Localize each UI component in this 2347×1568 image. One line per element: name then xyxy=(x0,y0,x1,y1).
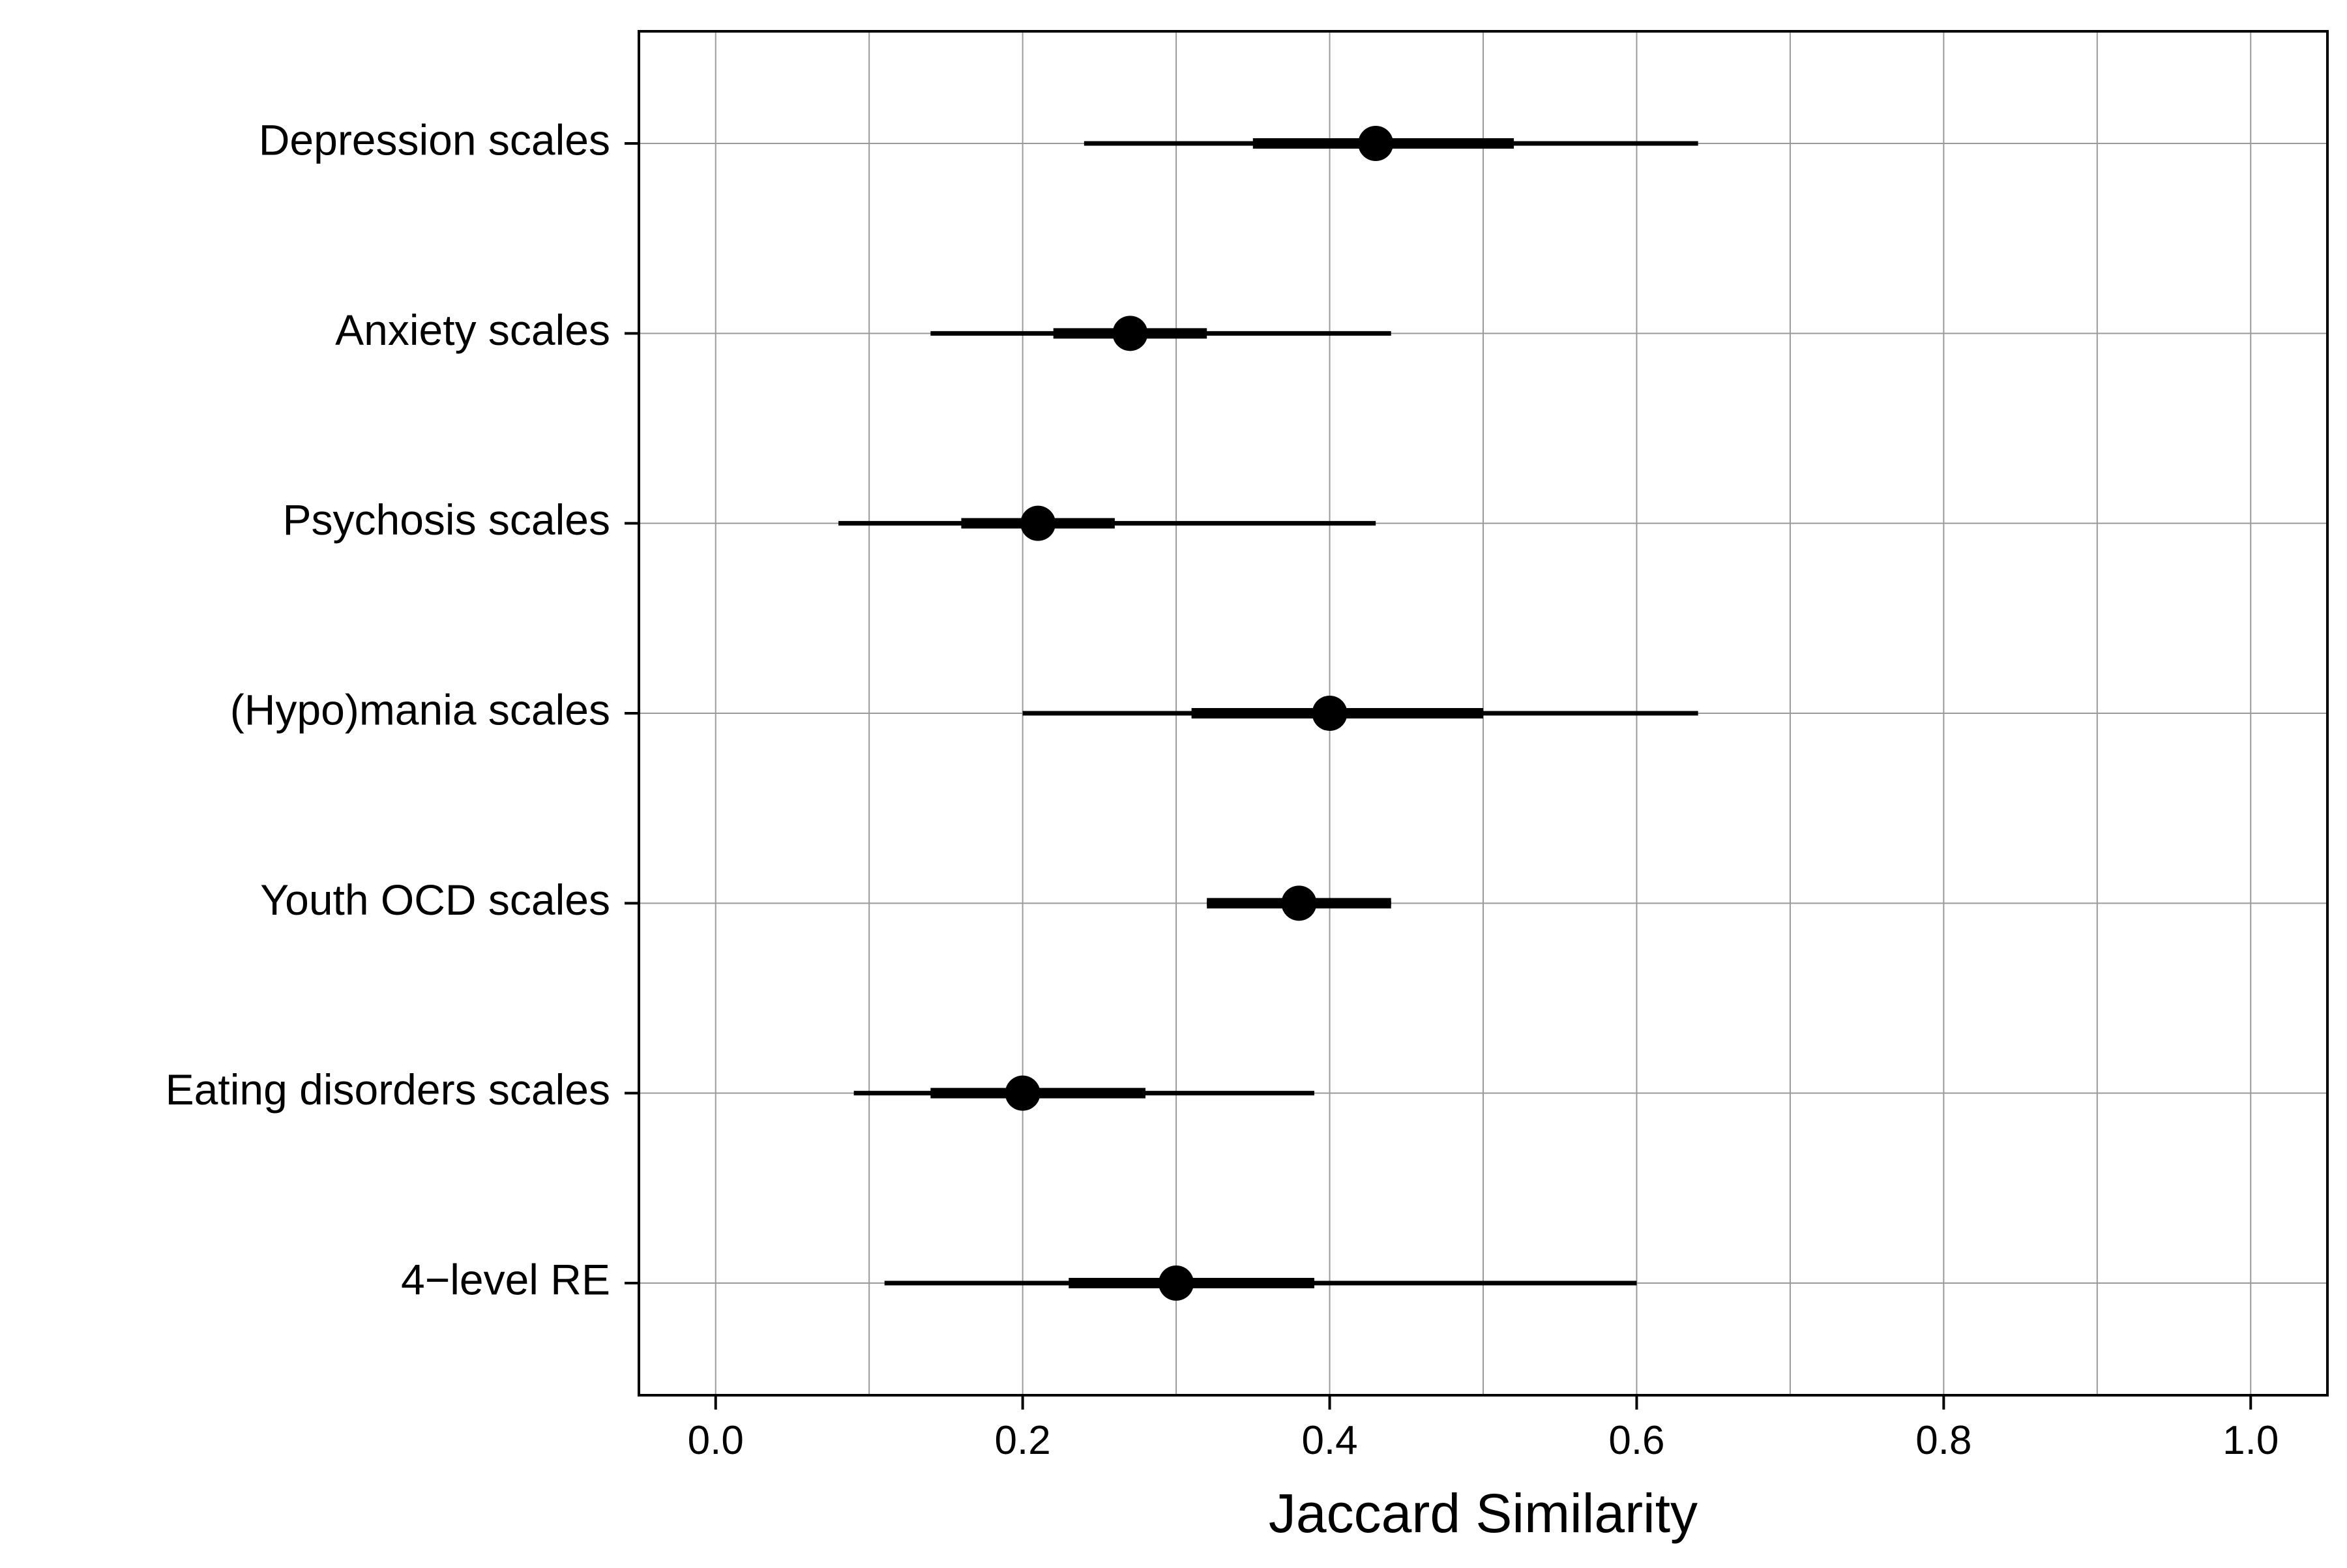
point-estimate xyxy=(1020,505,1056,541)
category-label: (Hypo)mania scales xyxy=(230,685,610,733)
point-estimate xyxy=(1159,1265,1194,1301)
category-label: Anxiety scales xyxy=(335,306,610,354)
category-label: Eating disorders scales xyxy=(166,1065,610,1114)
category-label: 4−level RE xyxy=(401,1255,610,1303)
point-estimate xyxy=(1281,885,1317,921)
category-label: Psychosis scales xyxy=(282,496,610,544)
point-estimate xyxy=(1312,696,1348,731)
axes: Depression scales Anxiety scales Psychosis… xyxy=(166,115,2279,1463)
x-tick-label: 1.0 xyxy=(2222,1418,2279,1463)
point-estimate xyxy=(1005,1075,1041,1111)
category-label: Youth OCD scales xyxy=(260,876,610,924)
x-tick-label: 0.0 xyxy=(688,1418,744,1463)
x-tick-label: 0.8 xyxy=(1915,1418,1971,1463)
x-tick-label: 0.4 xyxy=(1301,1418,1357,1463)
x-tick-label: 0.2 xyxy=(995,1418,1051,1463)
x-tick-label: 0.6 xyxy=(1608,1418,1664,1463)
interval-marks xyxy=(838,126,1698,1301)
point-estimate xyxy=(1358,126,1394,161)
x-axis-title: Jaccard Similarity xyxy=(1269,1483,1698,1544)
category-label: Depression scales xyxy=(259,115,610,164)
point-estimate xyxy=(1112,316,1148,351)
